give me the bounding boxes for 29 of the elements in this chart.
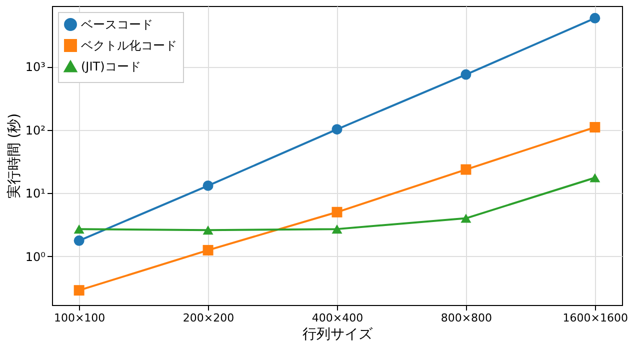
point <box>202 244 214 256</box>
point <box>590 122 600 132</box>
point <box>590 173 600 182</box>
x-axis-title: 行列サイズ <box>302 326 374 342</box>
point <box>202 226 214 235</box>
point <box>460 164 472 175</box>
point <box>74 285 84 296</box>
legend-label: ベクトル化コード <box>81 38 177 52</box>
x-tick-label: 1600×1600 <box>562 312 628 324</box>
point <box>590 12 600 24</box>
point <box>460 69 472 80</box>
y-tick-label: 10⁰ <box>25 250 46 264</box>
point <box>460 214 472 223</box>
legend-label: (JIT)コード <box>81 60 141 74</box>
x-tick-label: 800×800 <box>440 312 492 324</box>
point <box>74 224 84 234</box>
point <box>332 206 342 218</box>
y-tick-label: 10² <box>25 123 46 138</box>
point <box>74 235 84 246</box>
point <box>332 224 342 234</box>
x-tick-label: 100×100 <box>54 312 106 324</box>
x-tick-label: 400×400 <box>312 312 364 324</box>
x-tick-label: 200×200 <box>182 312 234 324</box>
legend-label: ベースコード <box>81 18 153 32</box>
y-tick-label: 10³ <box>25 60 46 74</box>
y-tick-label: 10¹ <box>25 186 46 201</box>
point <box>202 180 214 191</box>
point <box>332 124 342 135</box>
y-axis-title: 実行時間 (秒) <box>6 113 22 199</box>
